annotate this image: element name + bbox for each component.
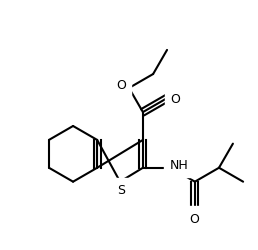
Text: O: O (116, 79, 126, 92)
Text: S: S (117, 184, 125, 196)
Text: O: O (189, 212, 199, 225)
Text: NH: NH (169, 159, 188, 172)
Text: O: O (170, 92, 180, 105)
